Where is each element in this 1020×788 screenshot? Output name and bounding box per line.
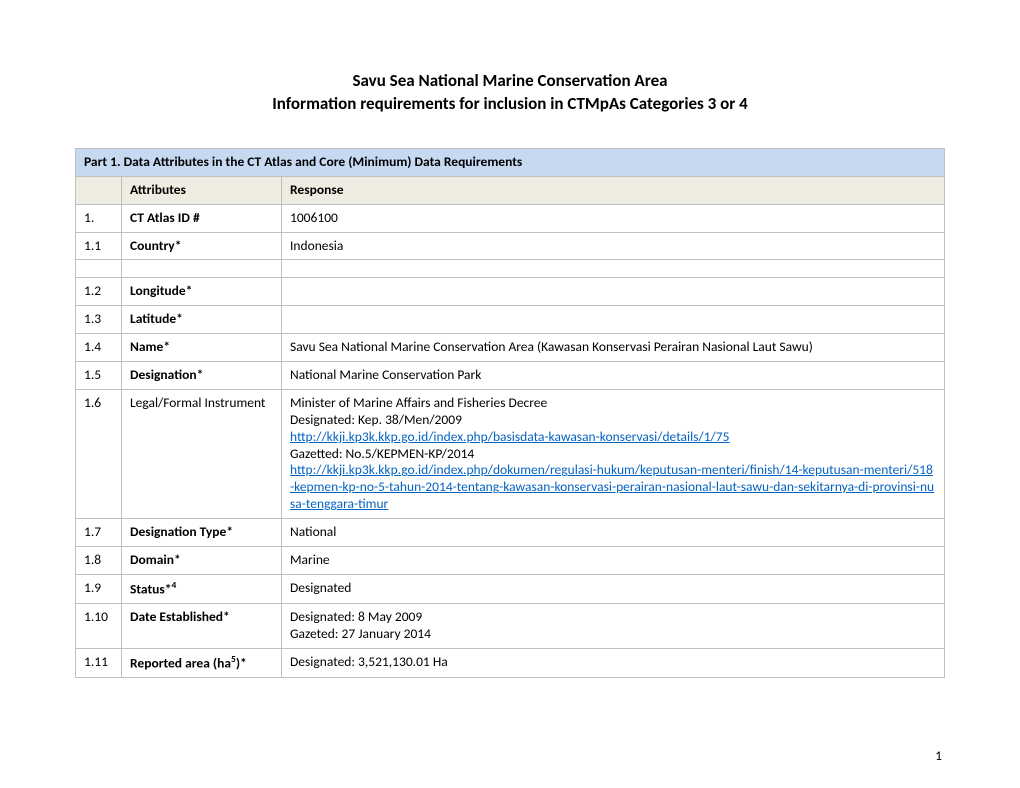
- row-response: [282, 278, 945, 306]
- title-line-2: Information requirements for inclusion i…: [75, 93, 945, 116]
- row-number: 1.7: [76, 519, 122, 547]
- text-line: Gazeted: 27 January 2014: [290, 625, 431, 642]
- table-row: 1.3 Latitude*: [76, 306, 945, 334]
- row-number: 1.8: [76, 546, 122, 574]
- row-attribute: Domain*: [122, 546, 282, 574]
- row-attribute: Date Established*: [122, 604, 282, 649]
- row-number: 1.6: [76, 389, 122, 518]
- hyperlink[interactable]: http://kkji.kp3k.kkp.go.id/index.php/dok…: [290, 461, 934, 512]
- column-header-row: Attributes Response: [76, 176, 945, 204]
- table-row: 1.11 Reported area (ha5)* Designated: 3,…: [76, 648, 945, 677]
- section-header-row: Part 1. Data Attributes in the CT Atlas …: [76, 148, 945, 176]
- table-row: 1.6 Legal/Formal Instrument Minister of …: [76, 389, 945, 518]
- row-number: 1.4: [76, 334, 122, 362]
- row-number: 1.2: [76, 278, 122, 306]
- table-row: 1.7 Designation Type* National: [76, 519, 945, 547]
- attr-text: Reported area (ha: [130, 654, 231, 671]
- table-row: 1.5 Designation* National Marine Conserv…: [76, 362, 945, 390]
- row-attribute: Designation*: [122, 362, 282, 390]
- row-attribute: Reported area (ha5)*: [122, 648, 282, 677]
- superscript: 4: [172, 579, 177, 591]
- text-line: Minister of Marine Affairs and Fisheries…: [290, 394, 547, 411]
- row-response: National: [282, 519, 945, 547]
- row-attribute: CT Atlas ID #: [122, 204, 282, 232]
- row-response: 1006100: [282, 204, 945, 232]
- table-row: 1.4 Name* Savu Sea National Marine Conse…: [76, 334, 945, 362]
- hyperlink[interactable]: http://kkji.kp3k.kkp.go.id/index.php/bas…: [290, 428, 729, 445]
- document-title-block: Savu Sea National Marine Conservation Ar…: [75, 70, 945, 116]
- row-number: 1.: [76, 204, 122, 232]
- row-attribute: Latitude*: [122, 306, 282, 334]
- row-response: Indonesia: [282, 232, 945, 260]
- spacer-cell: [76, 260, 122, 278]
- row-response: [282, 306, 945, 334]
- row-attribute: Designation Type*: [122, 519, 282, 547]
- title-line-1: Savu Sea National Marine Conservation Ar…: [75, 70, 945, 93]
- row-number: 1.9: [76, 574, 122, 603]
- table-row: 1.8 Domain* Marine: [76, 546, 945, 574]
- row-response: Minister of Marine Affairs and Fisheries…: [282, 389, 945, 518]
- data-attributes-table: Part 1. Data Attributes in the CT Atlas …: [75, 148, 945, 678]
- text-line: Designated: Kep. 38/Men/2009: [290, 411, 462, 428]
- column-header-attributes: Attributes: [122, 176, 282, 204]
- row-response: Savu Sea National Marine Conservation Ar…: [282, 334, 945, 362]
- row-response: National Marine Conservation Park: [282, 362, 945, 390]
- row-response: Designated: 8 May 2009 Gazeted: 27 Janua…: [282, 604, 945, 649]
- attr-text: )*: [236, 654, 247, 671]
- page-number: 1: [935, 747, 942, 764]
- table-row: 1. CT Atlas ID # 1006100: [76, 204, 945, 232]
- row-attribute: Country*: [122, 232, 282, 260]
- table-row: 1.9 Status*4 Designated: [76, 574, 945, 603]
- text-line: Gazetted: No.5/KEPMEN-KP/2014: [290, 445, 474, 462]
- text-line: Designated: 8 May 2009: [290, 608, 422, 625]
- row-number: 1.3: [76, 306, 122, 334]
- row-number: 1.1: [76, 232, 122, 260]
- row-attribute: Name*: [122, 334, 282, 362]
- spacer-cell: [282, 260, 945, 278]
- column-header-response: Response: [282, 176, 945, 204]
- row-attribute: Longitude*: [122, 278, 282, 306]
- row-response: Designated: [282, 574, 945, 603]
- section-header-cell: Part 1. Data Attributes in the CT Atlas …: [76, 148, 945, 176]
- row-response: Marine: [282, 546, 945, 574]
- row-response: Designated: 3,521,130.01 Ha: [282, 648, 945, 677]
- table-row-spacer: [76, 260, 945, 278]
- column-header-blank: [76, 176, 122, 204]
- row-attribute: Legal/Formal Instrument: [122, 389, 282, 518]
- row-number: 1.10: [76, 604, 122, 649]
- row-number: 1.5: [76, 362, 122, 390]
- row-number: 1.11: [76, 648, 122, 677]
- table-row: 1.1 Country* Indonesia: [76, 232, 945, 260]
- table-row: 1.10 Date Established* Designated: 8 May…: [76, 604, 945, 649]
- attr-text: Status*: [130, 580, 172, 597]
- spacer-cell: [122, 260, 282, 278]
- row-attribute: Status*4: [122, 574, 282, 603]
- table-row: 1.2 Longitude*: [76, 278, 945, 306]
